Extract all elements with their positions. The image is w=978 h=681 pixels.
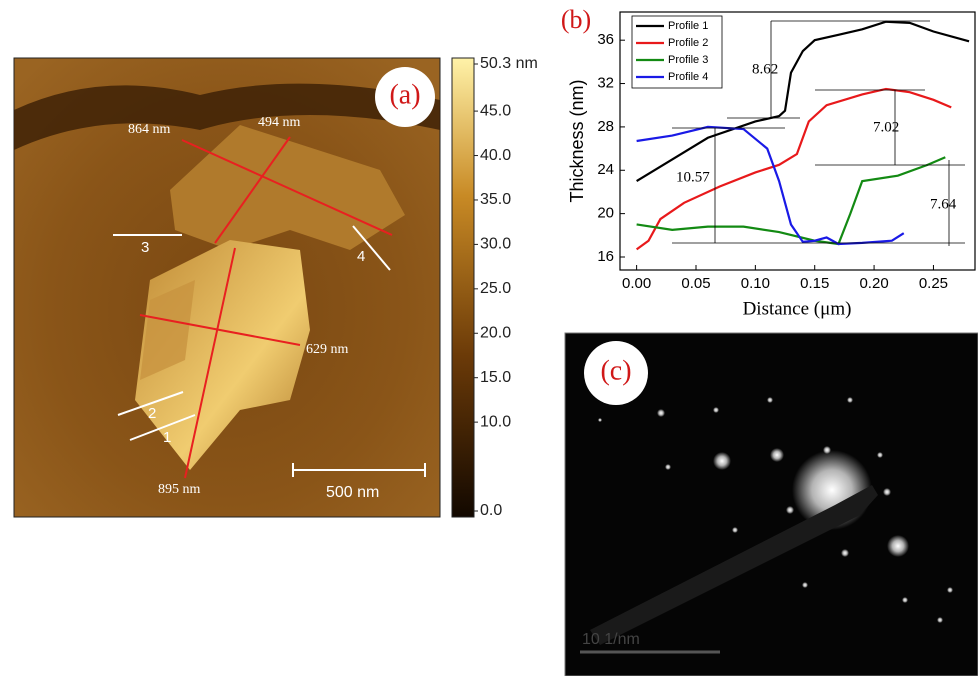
x-tick-label: 0.00 xyxy=(622,275,651,292)
diffraction-spot xyxy=(713,452,731,470)
y-tick-label: 32 xyxy=(597,75,614,92)
diffraction-spot xyxy=(887,535,909,557)
diffraction-spot xyxy=(877,452,883,458)
y-tick-label: 24 xyxy=(597,161,614,178)
colorbar-tick-label: 35.0 xyxy=(480,191,511,208)
diffraction-spot xyxy=(598,418,602,422)
length-label: 494 nm xyxy=(258,115,301,130)
colorbar-tick-label: 0.0 xyxy=(480,502,502,519)
annotation-label: 7.02 xyxy=(873,119,899,135)
diffraction-spot xyxy=(732,527,738,533)
colorbar-tick-label: 25.0 xyxy=(480,280,511,297)
y-tick-label: 36 xyxy=(597,31,614,48)
diffraction-spot xyxy=(802,582,808,588)
annotation-label: 7.64 xyxy=(930,196,957,212)
panel-label: (b) xyxy=(561,5,591,34)
colorbar-tick-label: 15.0 xyxy=(480,369,511,386)
x-tick-label: 0.05 xyxy=(681,275,710,292)
y-tick-label: 28 xyxy=(597,118,614,135)
diffraction-spot xyxy=(657,409,665,417)
x-tick-label: 0.15 xyxy=(800,275,829,292)
length-label: 895 nm xyxy=(158,482,201,497)
legend-label: Profile 1 xyxy=(668,20,708,32)
page: {"panel_a": {"label": "(a)", "annotation… xyxy=(0,0,978,676)
figure: (a) 864 nm 494 nm 629 nm 895 nm 1 2 3 4 … xyxy=(0,0,978,676)
y-tick-label: 20 xyxy=(597,205,614,222)
x-tick-label: 0.10 xyxy=(741,275,770,292)
diffraction-spot xyxy=(665,464,671,470)
diffraction-spot xyxy=(823,446,831,454)
line-label: 1 xyxy=(163,429,171,446)
diffraction-spot xyxy=(947,587,953,593)
scale-bar-label: 10 1/nm xyxy=(582,631,640,648)
legend-label: Profile 3 xyxy=(668,54,708,66)
diffraction-spot xyxy=(770,448,784,462)
diffraction-spot xyxy=(767,397,773,403)
legend-label: Profile 2 xyxy=(668,37,708,49)
annotation-label: 10.57 xyxy=(676,169,710,185)
line-label: 2 xyxy=(148,405,156,422)
x-axis-label: Distance (μm) xyxy=(743,298,852,319)
annotation-label: 8.62 xyxy=(752,61,778,77)
diffraction-spot xyxy=(937,617,943,623)
length-label: 629 nm xyxy=(306,342,349,357)
line-label: 3 xyxy=(141,239,149,256)
colorbar-tick-label: 50.3 nm xyxy=(480,55,538,72)
diffraction-spot xyxy=(883,488,891,496)
diffraction-spot xyxy=(902,597,908,603)
legend-label: Profile 4 xyxy=(668,71,708,83)
colorbar xyxy=(452,58,474,517)
colorbar-tick-label: 10.0 xyxy=(480,413,511,430)
diffraction-spot xyxy=(713,407,719,413)
colorbar-tick-label: 20.0 xyxy=(480,324,511,341)
y-tick-label: 16 xyxy=(597,248,614,265)
y-axis-label: Thickness (nm) xyxy=(567,79,587,202)
diffraction-spot xyxy=(847,397,853,403)
diffraction-spot xyxy=(786,506,794,514)
colorbar-tick-label: 40.0 xyxy=(480,147,511,164)
line-label: 4 xyxy=(357,248,365,265)
panel-label: (a) xyxy=(389,79,420,110)
colorbar-tick-label: 45.0 xyxy=(480,102,511,119)
panel-label: (c) xyxy=(600,355,631,386)
x-tick-label: 0.25 xyxy=(919,275,948,292)
diffraction-spot xyxy=(841,549,849,557)
colorbar-tick-label: 30.0 xyxy=(480,236,511,253)
series-line xyxy=(637,127,904,244)
scale-bar-label: 500 nm xyxy=(326,484,379,501)
x-tick-label: 0.20 xyxy=(859,275,888,292)
length-label: 864 nm xyxy=(128,122,171,137)
